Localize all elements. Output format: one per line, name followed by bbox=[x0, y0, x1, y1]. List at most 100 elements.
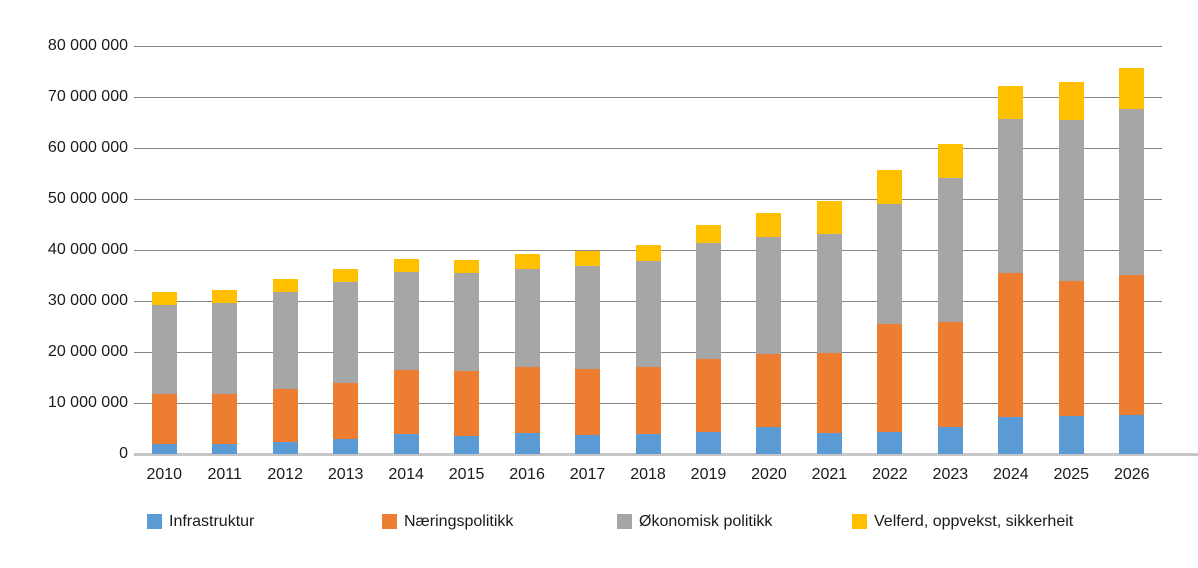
bar-segment-velferd-oppvekst-sikkerheit bbox=[454, 260, 480, 273]
bar-segment-velferd-oppvekst-sikkerheit bbox=[575, 250, 601, 267]
legend-color-swatch bbox=[617, 514, 632, 529]
bar-segment-konomisk-politikk bbox=[1058, 120, 1084, 282]
gridline bbox=[134, 45, 1162, 47]
bar-segment-n-ringspolitikk bbox=[272, 388, 298, 442]
bar-segment-velferd-oppvekst-sikkerheit bbox=[635, 244, 661, 261]
bar-segment-velferd-oppvekst-sikkerheit bbox=[212, 290, 238, 303]
bar-segment-velferd-oppvekst-sikkerheit bbox=[333, 269, 359, 283]
x-axis-tick-label: 2021 bbox=[811, 466, 848, 483]
y-axis-tick-label: 50 000 000 bbox=[47, 190, 128, 207]
bar-segment-velferd-oppvekst-sikkerheit bbox=[1119, 68, 1145, 109]
x-axis-tick-label: 2023 bbox=[932, 466, 969, 483]
x-axis-tick-label: 2015 bbox=[448, 466, 485, 483]
x-axis-tick-label: 2016 bbox=[509, 466, 545, 483]
bar-segment-velferd-oppvekst-sikkerheit bbox=[937, 143, 963, 178]
y-axis-tick-label: 80 000 000 bbox=[47, 37, 128, 54]
bar-segment-n-ringspolitikk bbox=[998, 272, 1024, 418]
bar-segment-konomisk-politikk bbox=[272, 292, 298, 389]
legend-label: Næringspolitikk bbox=[404, 513, 514, 530]
x-axis-tick-label: 2012 bbox=[267, 466, 303, 483]
bar-segment-infrastruktur bbox=[454, 435, 480, 454]
bar-segment-konomisk-politikk bbox=[756, 237, 782, 355]
bar-segment-infrastruktur bbox=[151, 444, 177, 454]
bar-segment-n-ringspolitikk bbox=[635, 366, 661, 434]
bar-segment-n-ringspolitikk bbox=[877, 324, 903, 433]
legend-color-swatch bbox=[382, 514, 397, 529]
bar-segment-velferd-oppvekst-sikkerheit bbox=[695, 224, 721, 244]
x-axis-tick-label: 2017 bbox=[569, 466, 606, 483]
legend-label: Velferd, oppvekst, sikkerheit bbox=[874, 513, 1074, 530]
bar-segment-konomisk-politikk bbox=[695, 243, 721, 359]
legend-label: Økonomisk politikk bbox=[639, 513, 773, 530]
x-axis-tick-label: 2020 bbox=[751, 466, 787, 483]
bar-segment-konomisk-politikk bbox=[333, 282, 359, 383]
bar-segment-n-ringspolitikk bbox=[514, 367, 540, 433]
legend-color-swatch bbox=[852, 514, 867, 529]
bar-segment-n-ringspolitikk bbox=[212, 394, 238, 444]
x-axis-tick-label: 2011 bbox=[207, 466, 242, 483]
bar-segment-n-ringspolitikk bbox=[454, 371, 480, 436]
bar-segment-n-ringspolitikk bbox=[1058, 281, 1084, 416]
bar-segment-infrastruktur bbox=[756, 426, 782, 454]
y-axis-tick-label: 40 000 000 bbox=[47, 241, 128, 258]
bar-segment-konomisk-politikk bbox=[212, 302, 238, 395]
bar-segment-velferd-oppvekst-sikkerheit bbox=[816, 201, 842, 235]
bar-segment-konomisk-politikk bbox=[816, 234, 842, 354]
bar-segment-n-ringspolitikk bbox=[333, 382, 359, 440]
legend-color-swatch bbox=[147, 514, 162, 529]
x-axis-tick-label: 2022 bbox=[872, 466, 908, 483]
x-axis-tick-label: 2014 bbox=[388, 466, 424, 483]
bar-segment-konomisk-politikk bbox=[514, 269, 540, 368]
bar-segment-velferd-oppvekst-sikkerheit bbox=[998, 85, 1024, 120]
bar-segment-konomisk-politikk bbox=[151, 304, 177, 395]
bar-segment-n-ringspolitikk bbox=[695, 358, 721, 432]
bar-segment-velferd-oppvekst-sikkerheit bbox=[151, 292, 177, 305]
bar-segment-n-ringspolitikk bbox=[937, 321, 963, 427]
y-axis-tick-label: 70 000 000 bbox=[47, 88, 128, 105]
y-axis-tick-label: 60 000 000 bbox=[47, 139, 128, 156]
bar-segment-infrastruktur bbox=[272, 441, 298, 454]
y-axis-tick-label: 20 000 000 bbox=[47, 343, 128, 360]
bar-segment-infrastruktur bbox=[877, 432, 903, 454]
bar-segment-konomisk-politikk bbox=[998, 119, 1024, 273]
bar-segment-n-ringspolitikk bbox=[393, 370, 419, 435]
bar-segment-konomisk-politikk bbox=[1119, 108, 1145, 275]
x-axis-tick-label: 2013 bbox=[327, 466, 364, 483]
bar-segment-n-ringspolitikk bbox=[756, 354, 782, 427]
bar-segment-velferd-oppvekst-sikkerheit bbox=[756, 213, 782, 238]
bar-segment-konomisk-politikk bbox=[575, 266, 601, 369]
x-axis-tick-label: 2024 bbox=[993, 466, 1029, 483]
bar-segment-konomisk-politikk bbox=[937, 177, 963, 322]
bar-segment-infrastruktur bbox=[1058, 415, 1084, 454]
bar-segment-velferd-oppvekst-sikkerheit bbox=[514, 253, 540, 270]
bar-segment-infrastruktur bbox=[998, 417, 1024, 454]
bar-segment-infrastruktur bbox=[212, 443, 238, 454]
bar-segment-infrastruktur bbox=[816, 432, 842, 454]
bar-segment-konomisk-politikk bbox=[393, 271, 419, 371]
bar-segment-n-ringspolitikk bbox=[816, 353, 842, 433]
x-axis-tick-label: 2025 bbox=[1053, 466, 1090, 483]
gridline bbox=[134, 147, 1162, 149]
bar-segment-infrastruktur bbox=[1119, 415, 1145, 454]
x-axis-tick-label: 2026 bbox=[1113, 466, 1150, 483]
bar-segment-infrastruktur bbox=[333, 439, 359, 454]
bar-segment-konomisk-politikk bbox=[877, 204, 903, 325]
x-axis-tick-label: 2018 bbox=[630, 466, 666, 483]
bar-segment-velferd-oppvekst-sikkerheit bbox=[393, 258, 419, 272]
bar-segment-infrastruktur bbox=[575, 434, 601, 454]
bar-segment-n-ringspolitikk bbox=[575, 368, 601, 435]
x-axis-line bbox=[134, 452, 1198, 456]
bar-segment-n-ringspolitikk bbox=[1119, 274, 1145, 416]
y-axis-tick-label: 30 000 000 bbox=[47, 292, 128, 309]
bar-segment-infrastruktur bbox=[695, 431, 721, 454]
bar-segment-infrastruktur bbox=[393, 434, 419, 454]
bar-segment-konomisk-politikk bbox=[454, 272, 480, 372]
bar-segment-infrastruktur bbox=[937, 426, 963, 454]
bar-segment-velferd-oppvekst-sikkerheit bbox=[1058, 82, 1084, 121]
y-axis-tick-label: 10 000 000 bbox=[47, 394, 128, 411]
bar-segment-infrastruktur bbox=[635, 433, 661, 454]
y-axis-tick-label: 0 bbox=[119, 445, 128, 462]
bar-segment-velferd-oppvekst-sikkerheit bbox=[877, 170, 903, 205]
bar-segment-velferd-oppvekst-sikkerheit bbox=[272, 279, 298, 293]
